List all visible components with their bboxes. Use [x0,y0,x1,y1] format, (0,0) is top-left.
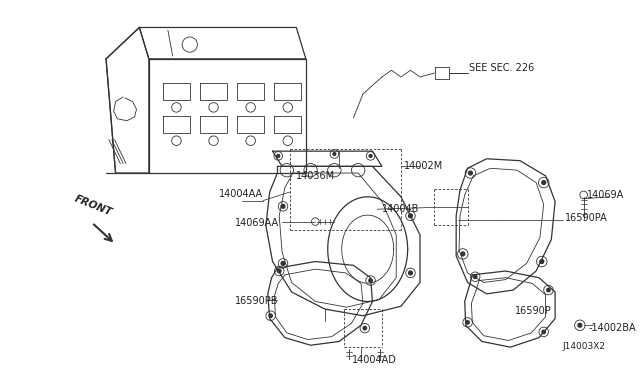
Circle shape [281,205,285,208]
Circle shape [542,330,545,334]
Text: 14069AA: 14069AA [234,218,278,228]
Text: FRONT: FRONT [73,193,113,218]
Circle shape [408,271,412,275]
Text: 14004AD: 14004AD [351,356,396,365]
Text: 14002M: 14002M [404,161,443,171]
Text: 14069A: 14069A [586,190,624,200]
Circle shape [547,288,550,292]
Circle shape [369,279,372,282]
Circle shape [363,326,367,330]
Text: 14036M: 14036M [296,171,335,181]
Circle shape [333,153,336,155]
Text: 14004AA: 14004AA [219,189,263,199]
Circle shape [540,260,544,263]
Circle shape [578,323,582,327]
Text: SEE SEC. 226: SEE SEC. 226 [470,63,535,73]
Circle shape [278,269,281,273]
Circle shape [474,275,477,279]
Circle shape [461,252,465,256]
Circle shape [277,154,280,157]
Circle shape [408,214,412,218]
Text: 16590P: 16590P [515,306,552,316]
Circle shape [542,181,545,185]
Text: 14004B: 14004B [382,204,419,214]
Text: 16590PB: 16590PB [234,296,278,307]
Circle shape [269,314,273,317]
Circle shape [466,321,469,324]
Circle shape [468,171,472,175]
Text: J14003X2: J14003X2 [563,342,605,351]
Circle shape [281,262,285,265]
Text: 16590PA: 16590PA [564,213,607,223]
Circle shape [369,154,372,157]
Text: -14002BA: -14002BA [588,323,636,333]
